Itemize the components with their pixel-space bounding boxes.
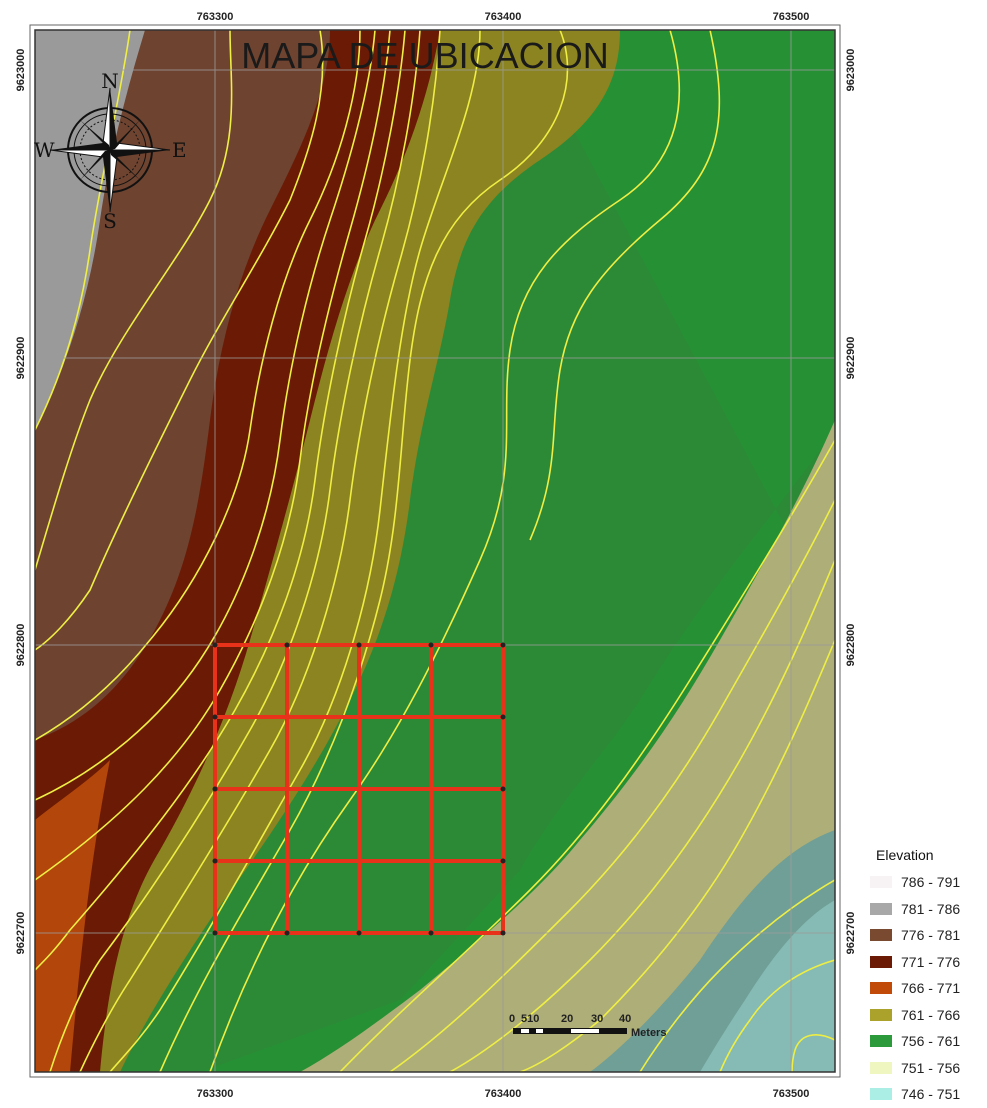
y-tick-label: 9622900 [845, 337, 857, 380]
legend-item: 761 - 766 [870, 1002, 987, 1029]
legend-swatch [870, 955, 892, 968]
scale-label: 0 [509, 1013, 515, 1025]
scale-bar: 0 510 20 30 40 Meters [509, 1013, 666, 1039]
x-tick-label: 763300 [197, 11, 234, 23]
y-axis-left: 9623000 9622900 9622800 9622700 [15, 49, 27, 955]
legend-item: 771 - 776 [870, 949, 987, 976]
contour-line [35, 30, 406, 971]
elevation-surface [35, 30, 835, 1072]
contour-line [79, 30, 441, 1072]
contour-line [519, 639, 835, 1072]
map-title: MAPA DE UBICACION [241, 35, 608, 76]
legend-swatch [870, 902, 892, 915]
contour-line [639, 879, 835, 1072]
legend-swatch [870, 876, 892, 889]
scale-label: 510 [521, 1013, 539, 1025]
legend-label: 766 - 771 [901, 980, 961, 997]
legend-swatch [870, 1008, 892, 1021]
y-tick-label: 9622900 [15, 337, 27, 380]
sampling-points [212, 642, 506, 936]
legend-item: 756 - 761 [870, 1028, 987, 1055]
legend-label: 761 - 766 [901, 1006, 961, 1023]
contour-line [791, 1034, 835, 1072]
legend-item: 766 - 771 [870, 975, 987, 1002]
legend-swatch [870, 1088, 892, 1101]
legend-label: 746 - 751 [901, 1086, 961, 1103]
legend-item: 746 - 751 [870, 1081, 987, 1108]
contour-line [35, 30, 131, 431]
compass-w: W [34, 138, 55, 162]
contour-line [719, 959, 835, 1072]
contour-line [529, 30, 721, 541]
neatline [29, 24, 841, 1078]
legend-label: 771 - 776 [901, 953, 961, 970]
legend-item: 776 - 781 [870, 922, 987, 949]
compass-s: S [103, 209, 117, 233]
x-axis-bottom: 763300 763400 763500 [197, 1088, 810, 1100]
contour-line [339, 439, 835, 1072]
x-tick-label: 763400 [485, 11, 522, 23]
y-tick-label: 9622800 [15, 624, 27, 667]
scale-label: 20 [561, 1013, 573, 1025]
x-tick-label: 763500 [773, 1088, 810, 1100]
y-tick-label: 9622700 [845, 912, 857, 955]
y-axis-right: 9623000 9622900 9622800 9622700 [845, 49, 857, 955]
y-tick-label: 9623000 [845, 49, 857, 92]
legend-label: 751 - 756 [901, 1059, 961, 1076]
map-frame [34, 29, 836, 1073]
contour-line [159, 30, 569, 1072]
contour-line [109, 30, 481, 1072]
compass-e: E [172, 138, 187, 162]
legend-swatch [870, 1035, 892, 1048]
scale-label: 30 [591, 1013, 603, 1025]
legend-swatch [870, 982, 892, 995]
x-tick-label: 763400 [485, 1088, 522, 1100]
compass-rose-icon: N S E W [34, 69, 187, 233]
legend-swatch [870, 929, 892, 942]
legend-item: 781 - 786 [870, 896, 987, 923]
elevation-legend: Elevation 786 - 791 781 - 786 776 - 781 … [870, 847, 987, 1108]
contour-line [49, 30, 421, 1072]
contour-line [35, 30, 391, 881]
compass-n: N [101, 69, 119, 93]
legend-label: 781 - 786 [901, 900, 961, 917]
y-tick-label: 9622800 [845, 624, 857, 667]
scale-label: 40 [619, 1013, 631, 1025]
legend-title: Elevation [876, 847, 934, 863]
contour-line [35, 30, 376, 801]
contour-line [389, 499, 835, 1072]
x-tick-label: 763500 [773, 11, 810, 23]
legend-item: 786 - 791 [870, 869, 987, 896]
x-axis-top: 763300 763400 763500 [197, 11, 810, 23]
contour-lines [35, 30, 835, 1072]
contour-line [35, 30, 361, 741]
contour-line [449, 559, 835, 1072]
legend-label: 786 - 791 [901, 874, 961, 891]
legend-item: 751 - 756 [870, 1055, 987, 1082]
legend-label: 776 - 781 [901, 927, 961, 944]
x-tick-label: 763300 [197, 1088, 234, 1100]
y-tick-label: 9622700 [15, 912, 27, 955]
legend-label: 756 - 761 [901, 1033, 961, 1050]
contour-line [35, 30, 324, 651]
contour-line [35, 30, 233, 571]
scale-unit: Meters [631, 1027, 666, 1039]
legend-swatch [870, 1061, 892, 1074]
y-tick-label: 9623000 [15, 49, 27, 92]
